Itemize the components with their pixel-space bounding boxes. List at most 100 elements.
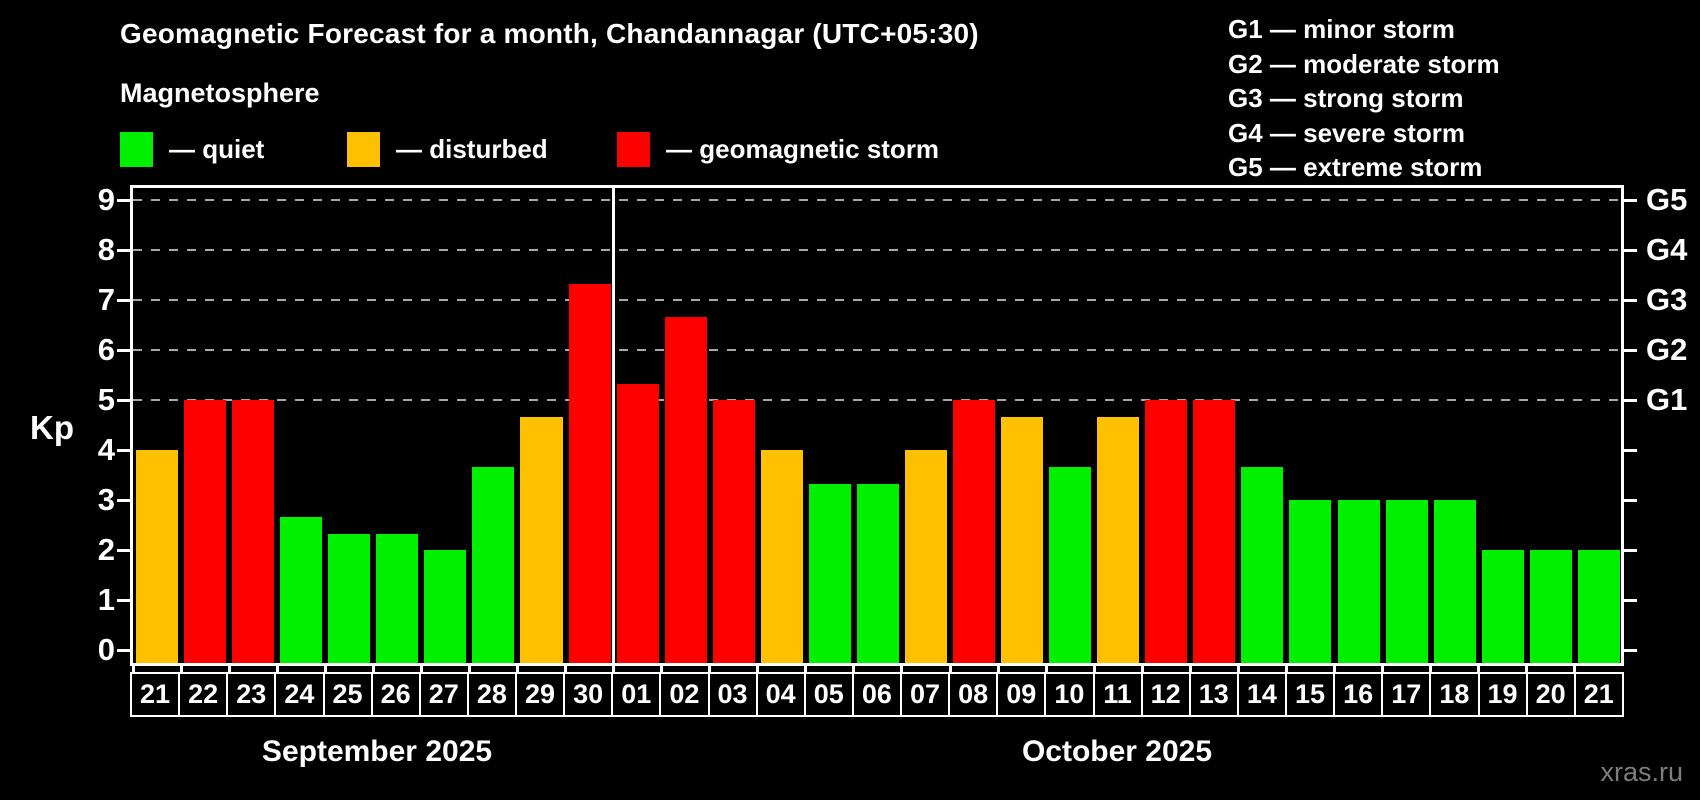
g-scale-label-G3: G3: [1646, 282, 1688, 317]
x-tick-3: [275, 666, 279, 673]
legend-swatch-quiet-icon: [120, 131, 153, 167]
storm-scale-legend: G1 — minor storm G2 — moderate storm G3 — …: [1228, 12, 1500, 185]
storm-scale-item: G1 — minor storm: [1228, 14, 1455, 44]
x-tick-13: [756, 666, 760, 673]
y-tick-label-4: 4: [97, 432, 115, 467]
g-scale-label-G4: G4: [1646, 232, 1688, 267]
kp-bar-day-05: [808, 483, 851, 663]
x-tick-20: [1092, 666, 1096, 673]
x-tick-9: [564, 666, 568, 673]
g-scale-label-G2: G2: [1646, 332, 1688, 367]
g-scale-label-G1: G1: [1646, 382, 1688, 417]
y-tick-right-8: [1624, 249, 1637, 252]
x-tick-19: [1044, 666, 1048, 673]
kp-bar-day-06: [856, 483, 899, 663]
y-tick-label-3: 3: [97, 482, 115, 517]
date-cell-06: 06: [854, 674, 902, 715]
kp-bar-day-21: [136, 450, 179, 663]
x-tick-14: [804, 666, 808, 673]
x-tick-27: [1429, 666, 1433, 673]
y-tick-label-2: 2: [97, 532, 115, 567]
date-cell-29: 29: [517, 674, 566, 715]
x-tick-30: [1573, 666, 1577, 673]
date-cell-14: 14: [1239, 674, 1287, 715]
date-cell-15: 15: [1287, 674, 1336, 715]
kp-bar-day-26: [376, 533, 419, 663]
storm-scale-item: G3 — strong storm: [1228, 83, 1464, 113]
y-tick-left-6: [117, 349, 130, 352]
y-tick-label-5: 5: [97, 382, 115, 417]
kp-bar-day-16: [1337, 500, 1380, 663]
date-cell-20: 20: [1528, 674, 1576, 715]
kp-bar-day-24: [280, 516, 323, 663]
y-tick-left-3: [117, 499, 130, 502]
date-cell-23: 23: [228, 674, 277, 715]
date-cell-21: 21: [132, 674, 181, 715]
x-tick-7: [467, 666, 471, 673]
month-label-september: September 2025: [261, 735, 493, 768]
y-tick-left-1: [117, 599, 130, 602]
y-tick-right-1: [1624, 599, 1637, 602]
x-tick-12: [708, 666, 712, 673]
y-tick-right-2: [1624, 549, 1637, 552]
date-cell-13: 13: [1191, 674, 1239, 715]
gridline-kp5: [133, 399, 1621, 401]
kp-axis-label: Kp: [30, 409, 74, 446]
kp-bar-day-04: [760, 450, 803, 663]
y-tick-label-1: 1: [97, 582, 115, 617]
kp-bar-day-19: [1481, 550, 1524, 663]
date-cell-03: 03: [710, 674, 758, 715]
month-divider-line: [611, 185, 615, 666]
kp-bar-day-27: [424, 550, 467, 663]
x-tick-5: [371, 666, 375, 673]
date-cell-17: 17: [1383, 674, 1432, 715]
y-tick-left-2: [117, 549, 130, 552]
magnetosphere-label: Magnetosphere: [120, 78, 320, 108]
x-tick-11: [660, 666, 664, 673]
date-cell-12: 12: [1143, 674, 1191, 715]
gridline-kp6: [133, 349, 1621, 351]
y-tick-right-9: [1624, 199, 1637, 202]
kp-bar-day-30: [568, 283, 611, 663]
kp-bar-day-09: [1001, 416, 1044, 663]
y-tick-right-6: [1624, 349, 1637, 352]
kp-bar-day-01: [616, 383, 659, 663]
date-cell-08: 08: [950, 674, 999, 715]
kp-bar-day-25: [328, 533, 371, 663]
date-cell-01: 01: [613, 674, 662, 715]
kp-bar-day-10: [1049, 466, 1092, 663]
legend-swatch-disturbed-icon: [347, 131, 380, 167]
gridline-kp9: [133, 199, 1621, 201]
date-axis-strip: 21 22 23 24 25 26 27 28 29 30 01 02 03 04 05 06 07 08 09 10…: [130, 672, 1624, 717]
date-cell-28: 28: [469, 674, 517, 715]
kp-bar-day-07: [904, 450, 947, 663]
gridline-kp7: [133, 299, 1621, 301]
y-tick-left-9: [117, 199, 130, 202]
x-tick-23: [1236, 666, 1240, 673]
date-cell-16: 16: [1335, 674, 1384, 715]
x-tick-0: [131, 666, 135, 673]
x-tick-16: [900, 666, 904, 673]
kp-bar-day-12: [1145, 400, 1188, 663]
y-tick-left-4: [117, 449, 130, 452]
kp-bar-day-13: [1193, 400, 1236, 663]
y-tick-right-7: [1624, 299, 1637, 302]
gridline-kp8: [133, 249, 1621, 251]
legend-label-storm: — geomagnetic storm: [666, 133, 940, 164]
date-cell-30: 30: [565, 674, 614, 715]
legend-item-disturbed: — disturbed: [347, 131, 548, 167]
y-tick-label-0: 0: [97, 632, 115, 667]
x-tick-10: [612, 666, 616, 673]
watermark-xras: xras.ru: [1600, 757, 1683, 787]
legend-label-quiet: — quiet: [169, 133, 265, 164]
legend-swatch-storm-icon: [617, 131, 650, 167]
x-tick-1: [179, 666, 183, 673]
date-cell-02: 02: [661, 674, 710, 715]
kp-bar-day-17: [1385, 500, 1428, 663]
x-tick-28: [1477, 666, 1481, 673]
date-cell-22: 22: [180, 674, 229, 715]
chart-title: Geomagnetic Forecast for a month, Chanda…: [120, 18, 979, 49]
date-cell-24: 24: [276, 674, 325, 715]
y-tick-left-8: [117, 249, 130, 252]
date-cell-21: 21: [1583, 679, 1614, 709]
